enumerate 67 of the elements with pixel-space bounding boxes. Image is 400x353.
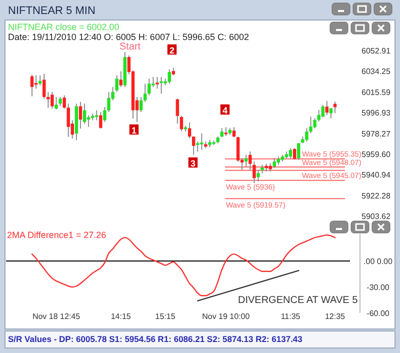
annotation: 4 (222, 106, 228, 116)
candlestick (293, 148, 296, 160)
y-tick-label: .00 0.00 (364, 256, 394, 266)
candlestick (192, 136, 196, 156)
x-tick-label: 15:15 (155, 312, 176, 321)
y-tick-label: 5940.94 (362, 170, 392, 180)
candlestick (148, 78, 151, 96)
candlestick (288, 148, 292, 159)
text: Date: 19/11/2010 12:40 O: 6005 H: 6007 L: 5996.65 C: 6002 (8, 32, 250, 42)
annotation: Start (119, 42, 141, 52)
annotation: DIVERGENCE AT WAVE 5 (238, 295, 358, 306)
y-tick-label: 6015.59 (362, 88, 392, 97)
candlestick (66, 103, 70, 138)
annotation: 3 (190, 158, 196, 168)
y-tick-label: 6034.25 (362, 67, 392, 76)
candlestick (160, 76, 163, 94)
candlestick (272, 158, 276, 169)
x-tick-label: Nov 19 10:00 (202, 312, 250, 321)
candlestick (30, 74, 34, 97)
candlestick (180, 115, 184, 132)
candlestick (144, 83, 147, 102)
candlestick (176, 98, 180, 124)
candlestick (54, 96, 58, 110)
x-tick-label: Nov 18 12:45 (32, 312, 81, 321)
annotation: 1 (131, 126, 137, 136)
candlestick (82, 103, 86, 124)
y-tick-label: 5903.62 (362, 212, 392, 222)
y-tick-label: -60.00 (366, 308, 390, 318)
y-tick-label: 5996.93 (362, 108, 392, 118)
candlestick (232, 126, 236, 138)
candlestick (107, 91, 110, 112)
candlestick (99, 111, 102, 130)
candlestick (196, 141, 200, 152)
y-tick-label: 6052.91 (362, 46, 392, 56)
candlestick (62, 94, 66, 110)
text: S/R Values - DP: 6005.78 S1: 5954.56 R1: 6086.21 S2: 5874.13 R2: 6137.43 (8, 334, 303, 344)
candlestick (188, 122, 192, 139)
candlestick (168, 68, 171, 84)
y-tick-label: 5922.28 (362, 191, 392, 200)
candlestick (50, 91, 54, 110)
candlestick (200, 132, 204, 150)
annotation: 2 (169, 46, 175, 56)
candlestick (244, 154, 248, 168)
candlestick (325, 100, 329, 116)
candlestick (139, 96, 143, 112)
x-tick-label: 12:35 (324, 312, 346, 321)
candlestick (321, 104, 324, 118)
y-tick-label: 5978.27 (362, 129, 392, 138)
candlestick (305, 128, 308, 142)
y-tick-label: -30.00 (366, 282, 390, 292)
chart-title: 2MA Difference1 = 27.26 (7, 230, 106, 240)
candlestick (256, 169, 260, 182)
x-tick-label: 11:35 (280, 312, 301, 321)
candlestick (236, 136, 240, 162)
y-tick-label: 5959.60 (362, 150, 392, 160)
candlestick (119, 70, 122, 88)
candlestick (46, 91, 50, 108)
chart-title: NIFTNEAR 5 MIN (8, 5, 96, 17)
candlestick (103, 106, 106, 122)
candlestick (156, 76, 159, 90)
candlestick (78, 101, 82, 130)
chart-subtitle: NIFTNEAR close = 6002.00 (8, 22, 120, 32)
x-tick-label: 14:15 (110, 312, 132, 321)
candlestick (297, 142, 300, 160)
candlestick (309, 116, 312, 134)
candlestick (313, 118, 316, 129)
candlestick (42, 73, 46, 100)
